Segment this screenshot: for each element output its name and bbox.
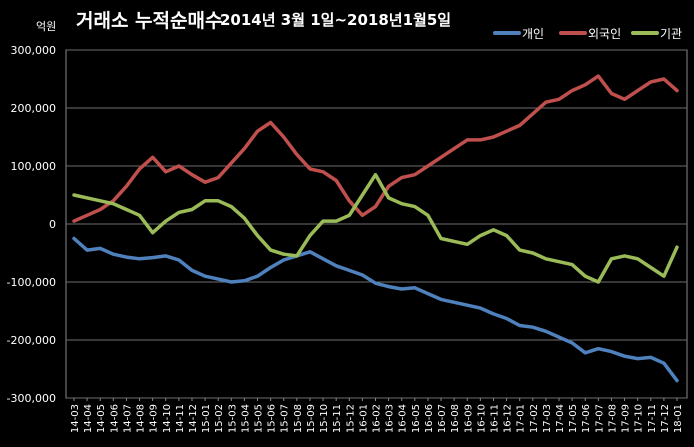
y-tick-label: -200,000 bbox=[7, 334, 56, 347]
x-tick-label: 17-06 bbox=[581, 404, 592, 433]
x-tick-label: 17-01 bbox=[516, 404, 527, 433]
y-tick-label: -300,000 bbox=[7, 392, 56, 405]
series-line-기관 bbox=[72, 172, 679, 284]
series-line-외국인 bbox=[72, 74, 679, 223]
x-tick-label: 17-05 bbox=[568, 404, 579, 433]
series-line-개인 bbox=[72, 236, 679, 383]
x-tick-label: 16-11 bbox=[489, 404, 500, 433]
x-tick-label: 15-05 bbox=[254, 404, 265, 433]
x-tick-label: 14-06 bbox=[109, 404, 120, 433]
x-tick-label: 14-04 bbox=[83, 404, 94, 433]
x-tick-label: 16-05 bbox=[411, 404, 422, 433]
chart-title: 거래소 누적순매수 bbox=[76, 10, 223, 32]
x-tick-label: 16-12 bbox=[503, 404, 514, 433]
x-tick-label: 16-04 bbox=[398, 404, 409, 433]
x-tick-label: 15-06 bbox=[267, 404, 278, 433]
x-tick-label: 17-11 bbox=[647, 404, 658, 433]
legend-label: 외국인 bbox=[588, 27, 621, 41]
x-tick-label: 15-02 bbox=[214, 404, 225, 433]
x-tick-label: 14-10 bbox=[162, 404, 173, 433]
y-tick-label: 300,000 bbox=[11, 44, 57, 57]
x-tick-label: 14-11 bbox=[175, 404, 186, 433]
x-tick-label: 17-03 bbox=[542, 404, 553, 433]
chart-subtitle: 2014년 3월 1일~2018년1월5일 bbox=[220, 11, 452, 29]
x-tick-label: 15-12 bbox=[345, 404, 356, 433]
legend-label: 개인 bbox=[522, 27, 544, 41]
x-tick-label: 15-08 bbox=[293, 404, 304, 433]
x-tick-label: 16-02 bbox=[372, 404, 383, 433]
x-tick-label: 16-06 bbox=[424, 404, 435, 433]
x-tick-label: 15-04 bbox=[240, 404, 251, 433]
x-tick-label: 17-07 bbox=[594, 404, 605, 433]
x-tick-label: 17-02 bbox=[529, 404, 540, 433]
x-tick-label: 15-01 bbox=[201, 404, 212, 433]
y-tick-label: 200,000 bbox=[11, 102, 57, 115]
x-tick-label: 14-05 bbox=[96, 404, 107, 433]
x-tick-label: 14-12 bbox=[188, 404, 199, 433]
x-tick-label: 16-07 bbox=[437, 404, 448, 433]
x-tick-label: 14-03 bbox=[70, 404, 81, 433]
x-tick-label: 15-09 bbox=[306, 404, 317, 433]
x-tick-label: 15-11 bbox=[332, 404, 343, 433]
x-tick-label: 14-07 bbox=[122, 404, 133, 433]
x-tick-label: 17-12 bbox=[660, 404, 671, 433]
x-tick-label: 17-04 bbox=[555, 404, 566, 433]
x-tick-label: 17-08 bbox=[607, 404, 618, 433]
x-tick-label: 17-10 bbox=[634, 404, 645, 433]
y-tick-label: -100,000 bbox=[7, 276, 56, 289]
x-tick-label: 16-10 bbox=[476, 404, 487, 433]
x-tick-label: 15-07 bbox=[280, 404, 291, 433]
x-tick-label: 16-08 bbox=[450, 404, 461, 433]
y-unit-label: 억원 bbox=[36, 20, 57, 33]
x-tick-label: 15-10 bbox=[319, 404, 330, 433]
legend-label: 기관 bbox=[660, 27, 682, 41]
x-tick-label: 14-09 bbox=[149, 404, 160, 433]
y-tick-label: 100,000 bbox=[11, 160, 57, 173]
x-tick-label: 16-03 bbox=[385, 404, 396, 433]
x-tick-label: 14-08 bbox=[136, 404, 147, 433]
x-tick-label: 17-09 bbox=[621, 404, 632, 433]
y-tick-label: 0 bbox=[49, 218, 56, 231]
x-tick-label: 16-01 bbox=[358, 404, 369, 433]
x-tick-label: 15-03 bbox=[227, 404, 238, 433]
x-tick-label: 18-01 bbox=[673, 404, 684, 433]
x-tick-label: 16-09 bbox=[463, 404, 474, 433]
